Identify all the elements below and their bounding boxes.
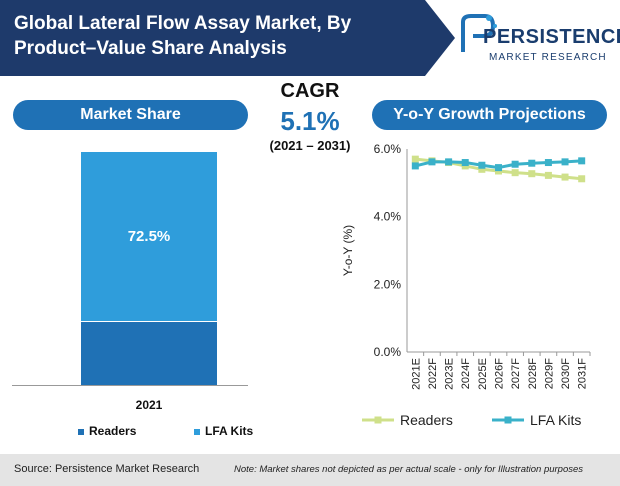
x-tick-label: 2030F: [560, 358, 572, 389]
x-tick-label: 2026F: [494, 358, 506, 389]
data-point-lfa-kits: [511, 160, 519, 168]
brand-logo: PERSISTENCE MARKET RESEARCH: [459, 12, 620, 72]
legend-item-readers: Readers: [78, 424, 136, 438]
data-point-lfa-kits: [428, 158, 436, 166]
x-tick-label: 2028F: [527, 358, 539, 389]
y-axis-label: Y-o-Y (%): [341, 225, 355, 276]
growth-heading: Y-o-Y Growth Projections: [372, 100, 607, 130]
x-tick-label: 2024F: [460, 358, 472, 389]
y-tick-label: 0.0%: [374, 345, 402, 359]
logo-name: PERSISTENCE: [483, 26, 620, 48]
x-tick-label: 2023E: [444, 358, 456, 390]
legend-label-lfa-kits: LFA Kits: [530, 412, 581, 428]
data-point-lfa-kits: [528, 159, 536, 167]
legend-label-readers: Readers: [89, 424, 137, 438]
data-point-lfa-kits: [478, 161, 486, 169]
cagr-period: (2021 – 2031): [269, 138, 351, 153]
y-tick-label: 2.0%: [374, 277, 402, 291]
footer: Source: Persistence Market Research Note…: [0, 454, 620, 486]
growth-line-chart: 0.0% 2.0% 4.0% 6.0% 2021E 2022F 2023E 2024F 2025…: [341, 142, 591, 428]
bar-data-label-lfa: 72.5%: [127, 228, 171, 245]
data-point-lfa-kits: [445, 158, 453, 166]
source-text: Source: Persistence Market Research: [14, 463, 200, 475]
x-tick-label: 2029F: [543, 358, 555, 389]
legend-item-lfa: LFA Kits: [194, 424, 253, 438]
title-banner-shape: [0, 0, 455, 76]
bar-lfa-kits: [81, 152, 217, 321]
bar-axis-line: [12, 385, 248, 386]
bar-readers: [81, 320, 217, 386]
logo-subtitle: MARKET RESEARCH: [489, 52, 607, 63]
data-point-lfa-kits: [578, 157, 586, 165]
market-share-heading: Market Share: [13, 100, 248, 130]
data-point-lfa-kits: [495, 164, 502, 172]
data-point-readers: [528, 170, 536, 178]
legend-swatch-lfa: [194, 428, 200, 435]
y-tick-label: 6.0%: [374, 142, 402, 156]
legend-label-readers: Readers: [400, 412, 453, 428]
x-tick-label: 2021E: [410, 358, 422, 390]
title-banner: Global Lateral Flow Assay Market, By Pro…: [0, 0, 455, 76]
x-tick-label: 2031F: [577, 358, 589, 389]
data-point-lfa-kits: [461, 159, 469, 167]
data-point-lfa-kits: [544, 159, 552, 167]
x-tick-label: 2025E: [477, 358, 489, 390]
chart-title: Global Lateral Flow Assay Market, By Pro…: [14, 13, 352, 59]
data-point-readers: [544, 171, 552, 179]
logo-mark-icon: [461, 14, 497, 52]
data-point-readers: [411, 155, 419, 163]
legend-label-lfa: LFA Kits: [205, 424, 254, 438]
bar-category-label: 2021: [135, 398, 163, 412]
footer-note: Note: Market shares not depicted as per …: [234, 464, 584, 475]
x-tick-label: 2027F: [510, 358, 522, 389]
data-point-readers: [578, 175, 586, 183]
legend-marker-readers: [374, 416, 382, 424]
y-tick-label: 4.0%: [374, 210, 402, 224]
legend-marker-lfa-kits: [504, 416, 512, 424]
data-point-lfa-kits: [561, 158, 569, 166]
data-point-readers: [561, 173, 569, 181]
cagr-value: 5.1%: [280, 106, 340, 136]
data-point-lfa-kits: [411, 162, 419, 170]
cagr-label: CAGR: [280, 80, 340, 102]
data-point-readers: [478, 165, 486, 173]
data-point-readers: [511, 169, 519, 177]
x-tick-label: 2022F: [427, 358, 439, 389]
legend-swatch-readers: [78, 428, 84, 435]
